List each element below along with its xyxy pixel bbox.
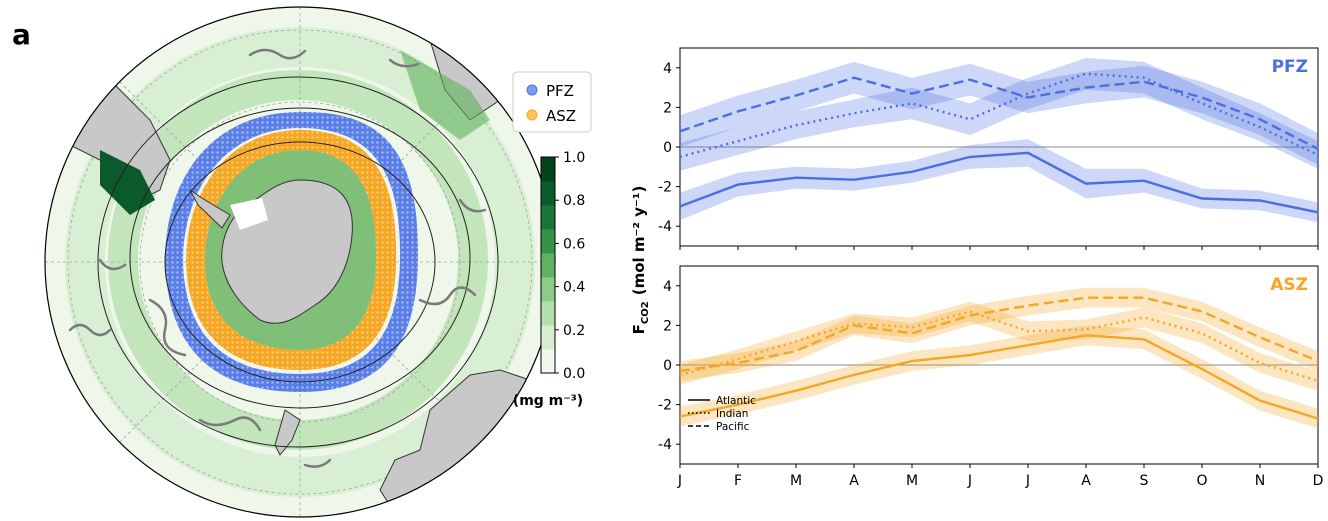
uncertainty-band-pacific	[680, 61, 1318, 165]
shared-ylabel: FCO2 (mol m⁻² y⁻¹)	[630, 186, 651, 335]
front-contour	[164, 141, 436, 383]
x-tick-label: A	[849, 473, 859, 489]
colorbar-segment	[541, 205, 555, 230]
y-tick-label: 4	[663, 61, 672, 77]
series-line-indian	[679, 72, 1319, 159]
legend-label-indian: Indian	[716, 408, 748, 420]
ylabel-units: (mol m⁻² y⁻¹)	[630, 186, 648, 296]
ylabel-symbol: F	[630, 324, 648, 334]
x-tick-label: J	[677, 473, 682, 489]
legend-label-asz: ASZ	[546, 107, 576, 125]
uncertainty-band-indian	[680, 57, 1318, 171]
colorbar-frame	[540, 156, 556, 374]
colorbar-segment	[541, 229, 555, 254]
x-tick-label: M	[790, 473, 802, 489]
y-tick-label: -4	[658, 219, 672, 235]
latitude-circle	[139, 101, 461, 423]
front-contour	[97, 76, 499, 448]
land-new-zealand	[274, 409, 301, 456]
region-label: PFZ	[1272, 57, 1308, 77]
colorbar-segment	[541, 325, 555, 350]
legend-label-pacific: Pacific	[716, 421, 750, 433]
colorbar-segment	[541, 253, 555, 278]
ice-shelf	[230, 198, 268, 230]
map-legend: PFZ ASZ	[512, 71, 592, 133]
colorbar-tick-label: 1.0	[563, 150, 585, 166]
antarctic-peninsula	[189, 189, 231, 229]
float-tracks	[68, 48, 487, 468]
series-line-indian	[679, 310, 1319, 382]
x-tick-label: J	[967, 473, 972, 489]
front-contour	[129, 107, 471, 409]
y-tick-label: 2	[663, 318, 672, 334]
y-tick-label: -2	[658, 180, 672, 196]
panel-c: c -4-2024JFMAMJJASONDASZAtlanticIndianPa…	[658, 265, 1324, 489]
colorbar-tick-label: 0.6	[563, 236, 585, 252]
y-tick-label: 0	[663, 140, 672, 156]
y-tick-label: -2	[658, 398, 672, 414]
uncertainty-band-pacific	[680, 287, 1318, 381]
panel-a: a	[12, 6, 592, 518]
x-tick-label: J	[1025, 473, 1030, 489]
legend-label-pfz: PFZ	[546, 82, 574, 100]
x-tick-label: O	[1196, 473, 1207, 489]
y-tick-label: 2	[663, 100, 672, 116]
colorbar-tick-label: 0.8	[563, 193, 585, 209]
x-tick-label: N	[1255, 473, 1265, 489]
series-line-pacific	[679, 296, 1319, 373]
chlorophyll-band-mid	[108, 70, 488, 450]
colorbar-unit-label: (mg m⁻³)	[513, 393, 583, 409]
colorbar-tick-label: 0.2	[563, 323, 585, 339]
uncertainty-band-atlantic	[680, 325, 1318, 429]
region-label: ASZ	[1270, 275, 1308, 295]
y-tick-label: 4	[663, 279, 672, 295]
legend-marker-pfz	[526, 84, 538, 96]
latitude-circle	[67, 29, 533, 495]
series-line-atlantic	[679, 151, 1319, 214]
uncertainty-band-indian	[680, 301, 1318, 391]
chlorophyll-band-outer	[65, 27, 535, 497]
colorbar-tick-label: 0.4	[563, 280, 585, 296]
series-line-atlantic	[679, 334, 1319, 420]
x-tick-label: M	[906, 473, 918, 489]
y-tick-label: 0	[663, 358, 672, 374]
y-tick-label: -4	[658, 437, 672, 453]
ylabel: FCO2 (mol m⁻² y⁻¹)	[630, 186, 651, 335]
colorbar-segment	[541, 301, 555, 326]
colorbar-segment	[541, 349, 555, 374]
x-tick-label: A	[1081, 473, 1091, 489]
colorbar: 0.0 0.2 0.4 0.6 0.8 1.0	[540, 150, 585, 382]
chlorophyll-patch	[400, 50, 490, 140]
colorbar-tick-label: 0.0	[563, 366, 585, 382]
panel-label-a: a	[12, 18, 31, 51]
colorbar-segment	[541, 181, 555, 206]
legend-marker-asz	[526, 109, 538, 121]
legend-label-atlantic: Atlantic	[716, 395, 756, 407]
series-line-pacific	[679, 76, 1319, 151]
colorbar-segment	[541, 277, 555, 302]
chlorophyll-patch	[100, 150, 155, 215]
x-tick-label: D	[1313, 473, 1324, 489]
x-tick-label: S	[1140, 473, 1149, 489]
map-body	[45, 7, 555, 517]
ylabel-subscript: CO2	[640, 301, 651, 324]
x-tick-label: F	[734, 473, 742, 489]
colorbar-segment	[541, 157, 555, 182]
